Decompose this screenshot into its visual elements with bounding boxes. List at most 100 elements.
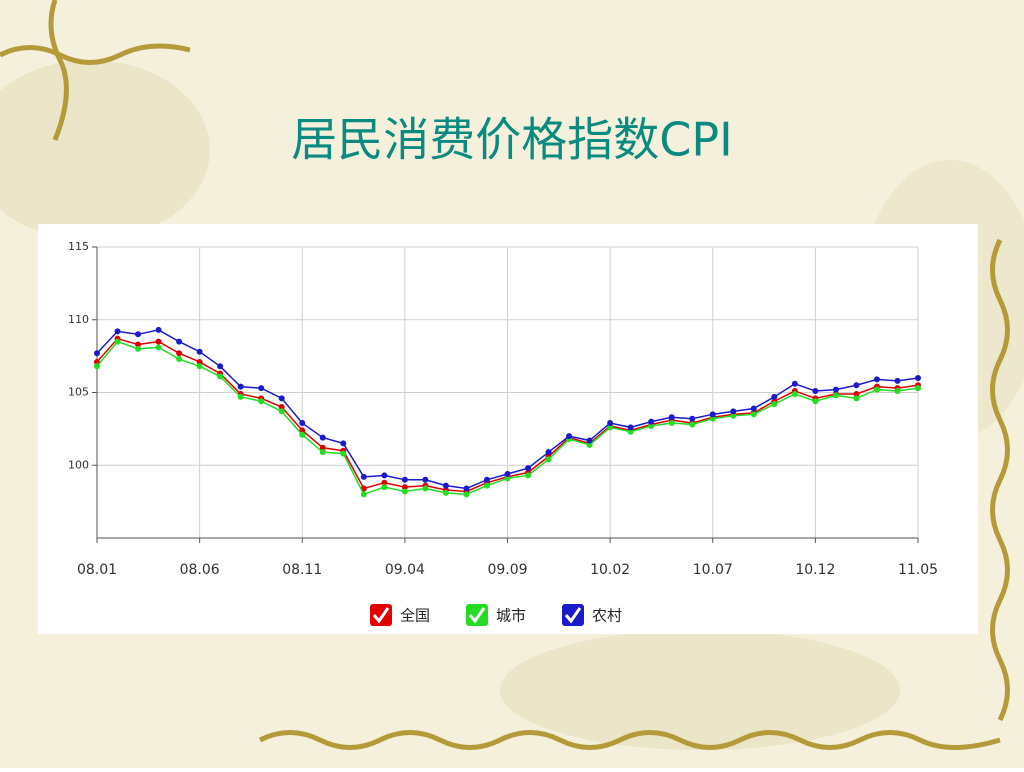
data-point — [422, 485, 429, 492]
data-point — [278, 395, 285, 402]
legend-check — [468, 607, 486, 624]
legend-label: 城市 — [496, 607, 526, 625]
data-point — [237, 383, 244, 390]
data-point — [463, 485, 470, 492]
data-point — [668, 414, 675, 421]
legend-label: 全国 — [400, 607, 430, 625]
data-point — [155, 338, 162, 345]
legend-swatch[interactable] — [466, 604, 488, 626]
data-point — [483, 482, 490, 489]
data-point — [463, 491, 470, 498]
data-point — [607, 424, 614, 431]
data-point — [135, 331, 142, 338]
data-point — [504, 470, 511, 477]
y-tick-label: 110 — [68, 313, 89, 326]
data-point — [381, 479, 388, 486]
x-tick-label: 08.01 — [77, 562, 117, 578]
data-point — [340, 440, 347, 447]
vine-right — [990, 238, 1010, 722]
data-point — [360, 491, 367, 498]
data-point — [545, 456, 552, 463]
data-point — [217, 373, 224, 380]
data-point — [135, 345, 142, 352]
data-point — [381, 484, 388, 491]
data-point — [709, 415, 716, 422]
data-point — [853, 395, 860, 402]
data-point — [504, 475, 511, 482]
data-point — [853, 390, 860, 397]
data-point — [771, 401, 778, 408]
data-point — [258, 385, 265, 392]
data-point — [94, 363, 100, 370]
x-tick-label: 08.06 — [180, 562, 220, 578]
legend-swatch[interactable] — [370, 604, 392, 626]
data-point — [442, 489, 449, 496]
data-point — [258, 398, 265, 405]
data-point — [648, 422, 655, 429]
y-tick-label: 115 — [68, 240, 89, 253]
data-point — [340, 450, 347, 457]
data-point — [176, 350, 183, 357]
data-point — [873, 376, 880, 383]
data-point — [483, 476, 490, 483]
data-point — [237, 393, 244, 400]
data-point — [586, 441, 593, 448]
data-point — [319, 449, 326, 456]
data-point — [278, 404, 285, 411]
data-point — [401, 476, 408, 483]
data-point — [689, 415, 696, 422]
data-point — [832, 386, 839, 393]
x-tick-label: 10.02 — [590, 562, 630, 578]
data-point — [832, 392, 839, 399]
data-point — [525, 472, 532, 479]
x-tick-label: 10.12 — [795, 562, 835, 578]
x-tick-label: 11.05 — [898, 562, 938, 578]
data-point — [791, 380, 798, 387]
data-point — [381, 472, 388, 479]
data-point — [360, 473, 367, 480]
data-point — [812, 388, 819, 395]
legend-swatch[interactable] — [562, 604, 584, 626]
legend-label: 农村 — [592, 607, 622, 625]
data-point — [155, 326, 162, 333]
x-tick-label: 10.07 — [693, 562, 733, 578]
data-point — [401, 488, 408, 495]
data-point — [155, 344, 162, 351]
data-point — [196, 363, 203, 370]
data-point — [176, 338, 183, 345]
data-point — [607, 420, 614, 427]
data-point — [299, 420, 306, 427]
data-point — [196, 358, 203, 365]
x-tick-label: 09.04 — [385, 562, 425, 578]
data-point — [114, 338, 121, 345]
data-point — [750, 405, 757, 412]
data-point — [668, 420, 675, 427]
data-point — [319, 444, 326, 451]
data-point — [915, 385, 921, 392]
vine-bottom — [258, 730, 1001, 750]
y-tick-label: 100 — [68, 458, 89, 471]
legend-check — [564, 607, 582, 624]
legend-check — [372, 607, 390, 624]
data-point — [442, 482, 449, 489]
data-point — [586, 437, 593, 444]
data-point — [730, 408, 737, 415]
data-point — [627, 428, 634, 435]
data-point — [299, 431, 306, 438]
data-point — [894, 388, 901, 395]
chart: 100 105 110 115 08.01 08.06 08.11 09.04 09.09 10.… — [68, 240, 938, 626]
data-point — [873, 386, 880, 393]
data-point — [771, 393, 778, 400]
data-point — [894, 377, 901, 384]
data-point — [176, 356, 183, 363]
data-point — [422, 476, 429, 483]
data-point — [525, 465, 532, 472]
data-point — [812, 398, 819, 405]
data-point — [135, 341, 142, 348]
data-point — [196, 348, 203, 355]
data-point — [627, 424, 634, 431]
data-point — [94, 350, 100, 357]
slide-title: 居民消费价格指数CPI — [291, 113, 732, 167]
data-point — [915, 374, 921, 381]
